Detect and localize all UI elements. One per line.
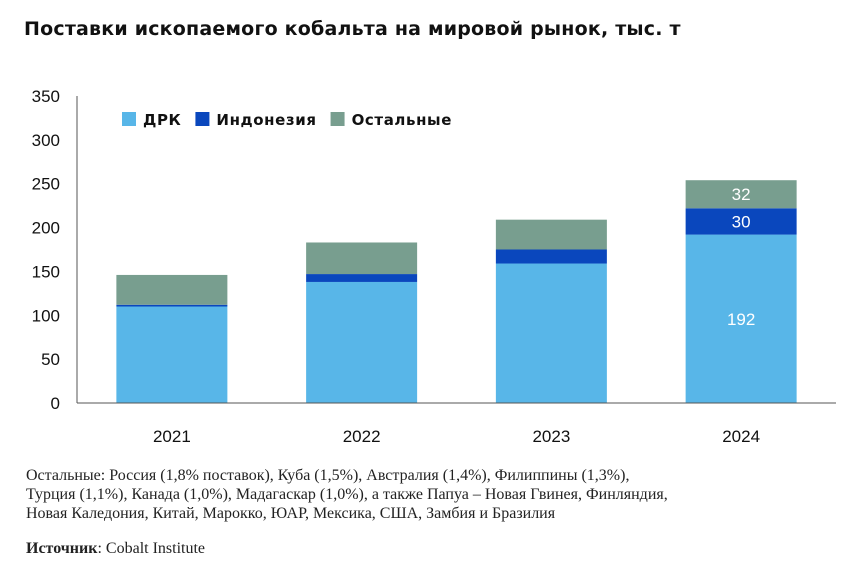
x-tick-label: 2024	[722, 427, 760, 446]
legend-label: Индонезия	[216, 111, 316, 129]
legend-swatch	[195, 112, 210, 126]
footnote: Остальные: Россия (1,8% поставок), Куба …	[26, 466, 826, 523]
source-text: Cobalt Institute	[101, 540, 206, 557]
chart-title: Поставки ископаемого кобальта на мировой…	[24, 18, 681, 40]
y-tick-label: 100	[32, 306, 60, 325]
y-tick-label: 300	[32, 131, 60, 150]
bar-segment	[495, 263, 607, 403]
x-axis: 2021 2022 2023 2024	[77, 402, 836, 446]
bar-segment	[116, 304, 228, 307]
bar-segment	[306, 281, 418, 403]
y-tick-label: 0	[51, 394, 60, 413]
source-line: Источник: Cobalt Institute	[26, 540, 205, 558]
bar-segment	[306, 242, 418, 275]
bars: 192 30 32	[116, 180, 797, 403]
source-separator: :	[97, 540, 102, 557]
y-tick-label: 350	[32, 87, 60, 106]
bar-segment	[306, 274, 418, 282]
y-tick-label: 150	[32, 262, 60, 281]
bar-segment	[116, 274, 228, 305]
bar-segment	[116, 306, 228, 403]
legend: ДРК Индонезия Остальные	[122, 111, 452, 129]
legend-swatch	[330, 112, 345, 126]
x-tick-label: 2022	[343, 427, 381, 446]
bar-segment	[495, 249, 607, 264]
y-tick-label: 50	[41, 350, 60, 369]
legend-label: ДРК	[143, 111, 182, 129]
y-tick-label: 200	[32, 219, 60, 238]
bar-segment	[495, 219, 607, 250]
footnote-line: Турция (1,1%), Канада (1,0%), Мадагаскар…	[26, 486, 668, 503]
footnote-line: Новая Каледония, Китай, Марокко, ЮАР, Ме…	[26, 505, 556, 522]
bar-segment	[685, 208, 797, 235]
bar-segment	[685, 234, 797, 403]
y-axis: 0 50 100 150 200 250 300 350	[32, 87, 78, 413]
bar-data-label: 192	[727, 310, 755, 329]
x-tick-label: 2021	[153, 427, 191, 446]
y-tick-label: 250	[32, 175, 60, 194]
legend-label: Остальные	[352, 111, 452, 129]
bar-data-label: 30	[732, 212, 751, 231]
source-label: Источник	[26, 540, 98, 557]
x-tick-label: 2023	[532, 427, 570, 446]
bar-data-label: 32	[732, 185, 751, 204]
bar-segment	[685, 180, 797, 209]
footnote-line: Остальные: Россия (1,8% поставок), Куба …	[26, 467, 630, 484]
legend-swatch	[122, 112, 136, 126]
